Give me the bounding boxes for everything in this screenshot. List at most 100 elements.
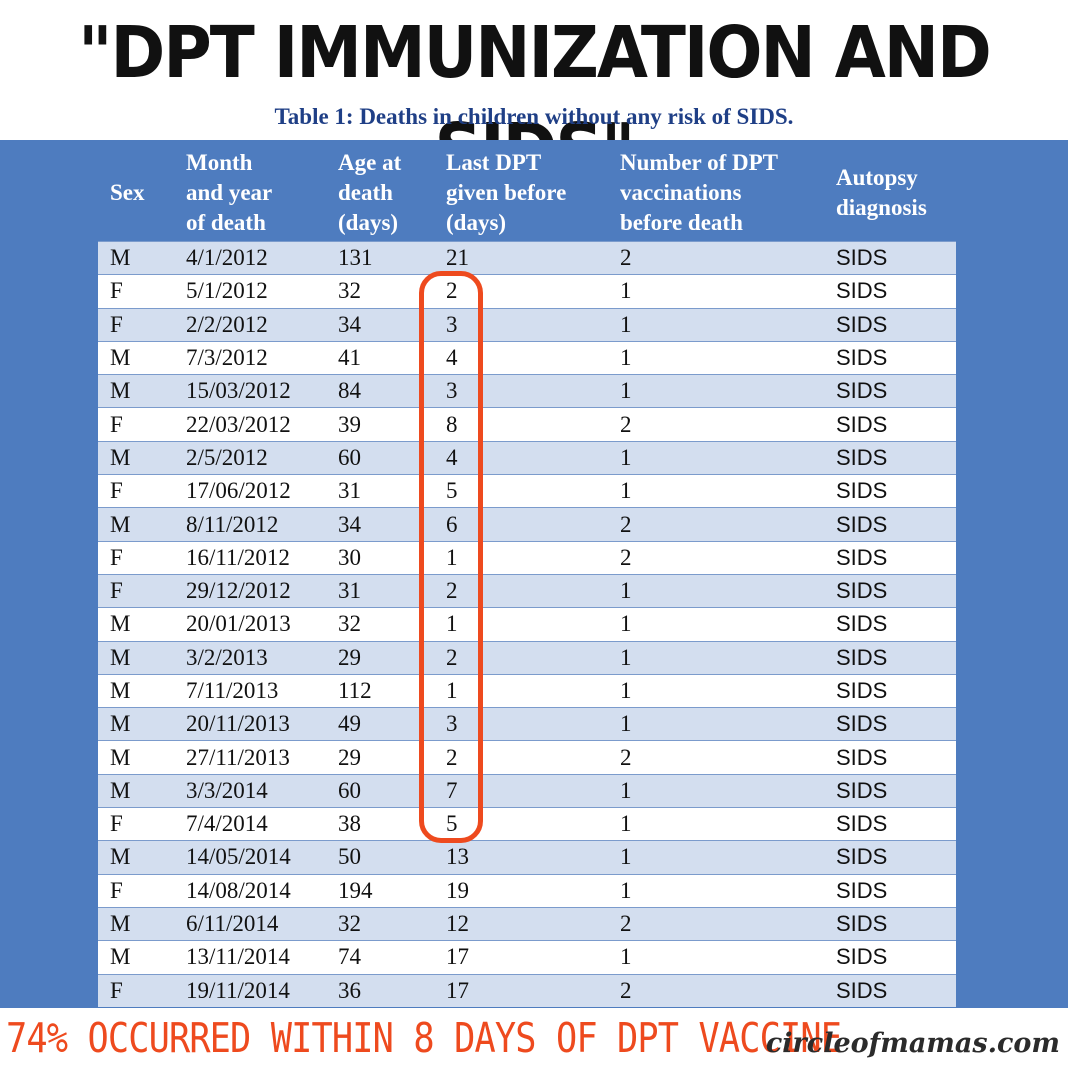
- table-row: F 19/11/2014 36 17 2 SIDS: [98, 973, 956, 1008]
- cell-sex: F: [98, 474, 174, 508]
- cell-sex: F: [98, 807, 174, 841]
- cell-diagnosis: SIDS: [824, 573, 956, 608]
- table-row: M 20/11/2013 49 3 1 SIDS: [98, 707, 956, 741]
- cell-num-dpt: 1: [608, 474, 824, 508]
- cell-age: 29: [326, 740, 434, 775]
- cell-sex: M: [98, 707, 174, 741]
- cell-last-dpt: 3: [434, 307, 608, 342]
- data-table-container: Sex Month and year of death Age at death (days…: [96, 143, 958, 1010]
- cell-num-dpt: 1: [608, 340, 824, 375]
- cell-age: 34: [326, 307, 434, 342]
- table-row: F 22/03/2012 39 8 2 SIDS: [98, 407, 956, 442]
- cell-last-dpt: 2: [434, 573, 608, 608]
- cell-last-dpt: 17: [434, 940, 608, 975]
- cell-num-dpt: 1: [608, 440, 824, 475]
- cell-sex: M: [98, 240, 174, 275]
- column-header-line: of death: [186, 210, 266, 235]
- cell-diagnosis: SIDS: [824, 807, 956, 841]
- cell-month-year: 5/1/2012: [174, 274, 326, 309]
- cell-sex: M: [98, 440, 174, 475]
- table-row: F 14/08/2014 194 19 1 SIDS: [98, 873, 956, 908]
- cell-age: 112: [326, 673, 434, 708]
- cell-age: 84: [326, 374, 434, 408]
- cell-sex: F: [98, 973, 174, 1008]
- cell-diagnosis: SIDS: [824, 940, 956, 975]
- table-row: M 13/11/2014 74 17 1 SIDS: [98, 940, 956, 975]
- cell-num-dpt: 1: [608, 640, 824, 675]
- cell-num-dpt: 1: [608, 607, 824, 642]
- cell-diagnosis: SIDS: [824, 540, 956, 575]
- cell-sex: M: [98, 840, 174, 875]
- table-row: F 7/4/2014 38 5 1 SIDS: [98, 807, 956, 841]
- cell-age: 38: [326, 807, 434, 841]
- cell-sex: M: [98, 340, 174, 375]
- table-header-row: Sex Month and year of death Age at death (days…: [98, 145, 956, 242]
- cell-last-dpt: 7: [434, 773, 608, 808]
- column-header-line: (days): [446, 210, 507, 235]
- cell-month-year: 3/2/2013: [174, 640, 326, 675]
- cell-last-dpt: 2: [434, 640, 608, 675]
- table-row: M 15/03/2012 84 3 1 SIDS: [98, 374, 956, 408]
- cell-diagnosis: SIDS: [824, 707, 956, 741]
- cell-age: 74: [326, 940, 434, 975]
- cell-sex: M: [98, 507, 174, 542]
- cell-age: 34: [326, 507, 434, 542]
- column-header-age: Age at death (days): [326, 145, 434, 242]
- cell-age: 36: [326, 973, 434, 1008]
- cell-num-dpt: 1: [608, 873, 824, 908]
- cell-age: 50: [326, 840, 434, 875]
- cell-month-year: 14/05/2014: [174, 840, 326, 875]
- cell-age: 49: [326, 707, 434, 741]
- cell-month-year: 13/11/2014: [174, 940, 326, 975]
- column-header-line: before death: [620, 210, 743, 235]
- cell-diagnosis: SIDS: [824, 374, 956, 408]
- table-row: M 2/5/2012 60 4 1 SIDS: [98, 440, 956, 475]
- cell-num-dpt: 1: [608, 773, 824, 808]
- cell-last-dpt: 2: [434, 740, 608, 775]
- cell-sex: F: [98, 407, 174, 442]
- cell-num-dpt: 1: [608, 840, 824, 875]
- cell-age: 41: [326, 340, 434, 375]
- cell-diagnosis: SIDS: [824, 973, 956, 1008]
- cell-diagnosis: SIDS: [824, 607, 956, 642]
- cell-last-dpt: 13: [434, 840, 608, 875]
- column-header-num-dpt: Number of DPT vaccinations before death: [608, 145, 824, 242]
- cell-last-dpt: 1: [434, 607, 608, 642]
- cell-age: 39: [326, 407, 434, 442]
- column-header-line: given before: [446, 180, 567, 205]
- cell-month-year: 8/11/2012: [174, 507, 326, 542]
- cell-num-dpt: 1: [608, 274, 824, 309]
- cell-sex: F: [98, 307, 174, 342]
- column-header-line: and year: [186, 180, 273, 205]
- cell-sex: M: [98, 607, 174, 642]
- cell-diagnosis: SIDS: [824, 840, 956, 875]
- cell-age: 60: [326, 773, 434, 808]
- cell-diagnosis: SIDS: [824, 773, 956, 808]
- cell-sex: M: [98, 940, 174, 975]
- watermark: circleofmamas.com: [765, 1028, 1060, 1059]
- column-header-line: Sex: [110, 180, 145, 205]
- cell-sex: F: [98, 540, 174, 575]
- table-row: M 7/11/2013 112 1 1 SIDS: [98, 673, 956, 708]
- cell-month-year: 2/5/2012: [174, 440, 326, 475]
- cell-sex: M: [98, 773, 174, 808]
- cell-age: 194: [326, 873, 434, 908]
- cell-last-dpt: 12: [434, 906, 608, 941]
- cell-age: 31: [326, 573, 434, 608]
- column-header-line: (days): [338, 210, 399, 235]
- cell-num-dpt: 2: [608, 740, 824, 775]
- cell-month-year: 15/03/2012: [174, 374, 326, 408]
- column-header-line: Month: [186, 150, 253, 175]
- cell-num-dpt: 2: [608, 407, 824, 442]
- cell-sex: F: [98, 873, 174, 908]
- cell-num-dpt: 1: [608, 707, 824, 741]
- cell-last-dpt: 1: [434, 540, 608, 575]
- cell-num-dpt: 1: [608, 940, 824, 975]
- table-row: M 3/2/2013 29 2 1 SIDS: [98, 640, 956, 675]
- cell-diagnosis: SIDS: [824, 274, 956, 309]
- highlight-outline: [419, 271, 483, 843]
- cell-last-dpt: 19: [434, 873, 608, 908]
- cell-age: 32: [326, 274, 434, 309]
- table-row: F 29/12/2012 31 2 1 SIDS: [98, 573, 956, 608]
- cell-month-year: 17/06/2012: [174, 474, 326, 508]
